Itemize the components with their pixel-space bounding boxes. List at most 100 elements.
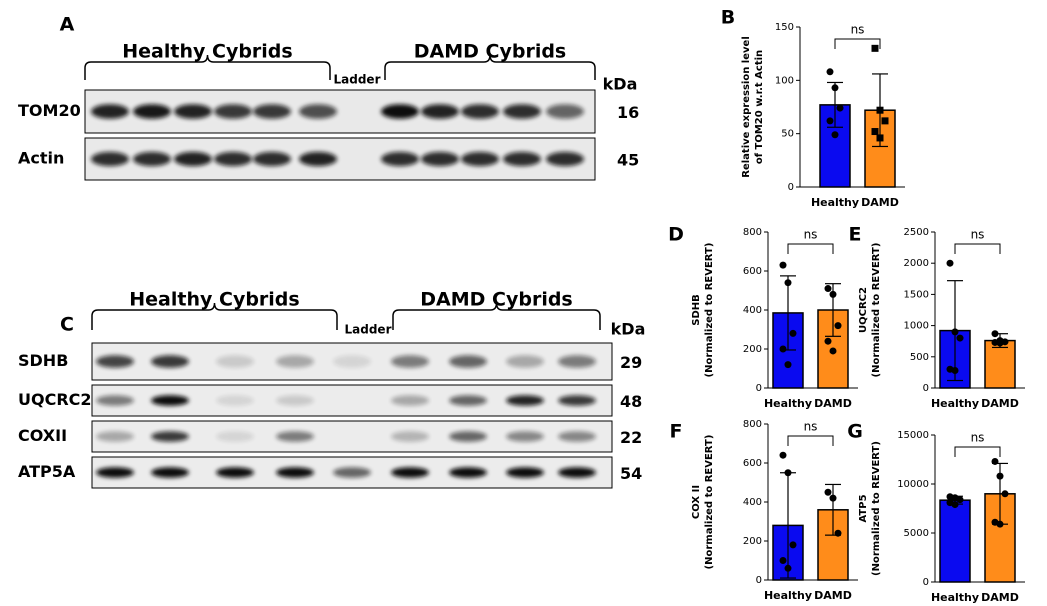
panel-letter: B (721, 7, 735, 29)
data-point (951, 328, 959, 336)
blot-band (216, 395, 254, 406)
y-tick-label: 0 (923, 383, 929, 394)
x-tick-label: Healthy (931, 591, 979, 604)
x-tick-label: Healthy (931, 397, 979, 410)
significance-bracket (954, 446, 1001, 457)
x-tick-label: DAMD (814, 397, 852, 410)
unit-label: kDa (603, 75, 638, 94)
data-point (826, 117, 834, 125)
y-tick-label: 600 (743, 266, 762, 277)
data-point (1001, 490, 1009, 498)
unit-label: kDa (611, 320, 646, 339)
x-tick-label: DAMD (981, 591, 1019, 604)
blot-band (506, 395, 544, 406)
y-tick-label: 15000 (897, 430, 929, 441)
blot-band (381, 104, 419, 119)
y-tick-label: 2000 (904, 258, 929, 269)
significance-label: ns (851, 23, 865, 37)
x-tick-label: Healthy (764, 589, 812, 602)
x-tick-label: Healthy (811, 196, 859, 209)
data-point (779, 557, 787, 564)
y-axis-label: ATP5 (Normalized to REVERT) (858, 441, 882, 576)
data-point (789, 329, 797, 337)
y-axis-label-line: COX II (691, 485, 702, 519)
blot-band (381, 151, 419, 167)
blot-band (216, 467, 254, 478)
blot-band (133, 151, 171, 167)
data-point (836, 104, 844, 112)
data-point (834, 322, 842, 330)
row-label: UQCRC2 (18, 390, 92, 409)
y-tick-label: 50 (781, 129, 794, 140)
blot-band (91, 151, 129, 167)
y-axis-label-line: (Normalized to REVERT) (704, 243, 715, 378)
blot-band (461, 151, 499, 167)
blot-band (333, 355, 371, 368)
panel-letter: C (60, 314, 74, 336)
data-point (956, 334, 964, 342)
blot-band (253, 104, 291, 119)
group-label: Healthy Cybrids (122, 41, 292, 63)
row-label: TOM20 (18, 101, 81, 120)
blot-band (421, 104, 459, 119)
blot-band (96, 355, 134, 368)
x-tick-label: DAMD (861, 196, 899, 209)
blot-band (503, 104, 541, 119)
y-tick-label: 0 (756, 575, 762, 586)
blot-band (151, 395, 189, 406)
panel-letter: F (670, 421, 683, 443)
group-brace (392, 302, 601, 330)
group-label: DAMD Cybrids (414, 41, 567, 63)
panel-letter: D (668, 224, 684, 246)
y-tick-label: 200 (743, 536, 762, 547)
blot-band (391, 395, 429, 406)
data-point (834, 529, 842, 537)
blot-band (558, 395, 596, 406)
data-point (829, 494, 837, 502)
blot-band (546, 151, 584, 167)
blot-band (133, 104, 171, 119)
data-point (779, 451, 787, 459)
data-point (996, 520, 1004, 528)
data-point (824, 285, 832, 293)
y-axis-label-line: (Normalized to REVERT) (704, 435, 715, 570)
blot-band (299, 104, 337, 119)
group-brace (384, 54, 596, 80)
blot-band (96, 395, 134, 406)
data-point (996, 339, 1004, 347)
y-axis-label: COX II (Normalized to REVERT) (691, 435, 715, 570)
data-point (831, 131, 839, 139)
data-point (951, 367, 959, 375)
x-tick-label: Healthy (764, 397, 812, 410)
row-label: Actin (18, 149, 64, 168)
y-axis-label-line: of TOM20 w.r.t Actin (754, 50, 765, 164)
data-point (831, 84, 839, 92)
significance-label: ns (804, 228, 818, 242)
blot-band (276, 467, 314, 478)
y-tick-label: 0 (788, 182, 794, 193)
significance-label: ns (971, 431, 985, 445)
blot-band (216, 355, 254, 368)
y-tick-label: 400 (743, 497, 762, 508)
blot-band (276, 355, 314, 368)
blot-band (214, 151, 252, 167)
y-axis-label-line: Relative expression level (741, 36, 752, 178)
significance-bracket (787, 243, 834, 254)
kda-label: 22 (620, 428, 642, 447)
y-tick-label: 0 (756, 383, 762, 394)
ladder-label: Ladder (345, 323, 392, 337)
blot-band (91, 104, 129, 119)
y-axis-label-line: UQCRC2 (858, 287, 869, 333)
group-brace (91, 302, 338, 330)
data-point (881, 117, 889, 125)
data-point (784, 361, 792, 369)
panel-letter: E (849, 224, 862, 246)
significance-bracket (834, 38, 881, 49)
blot-band (391, 467, 429, 478)
significance-bracket (787, 435, 834, 446)
blot-band (216, 431, 254, 442)
panel-letter: A (60, 14, 75, 36)
blot-band (151, 355, 189, 368)
blot-band (546, 104, 584, 119)
